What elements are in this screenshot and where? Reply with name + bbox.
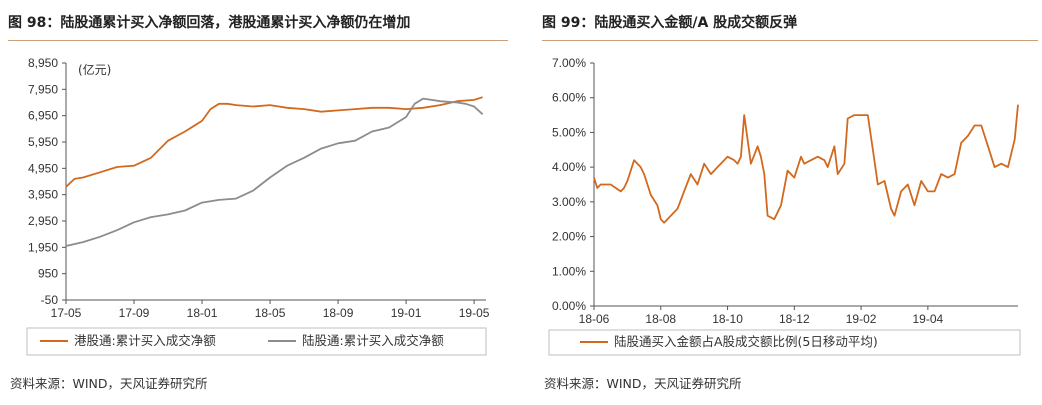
right-y-axis-ticks: 7.00% 6.00% 5.00% 4.00% 3.00% 2.00% 1.00% 0.00% <box>552 56 595 313</box>
y-tick-label: 5,950 <box>28 135 58 149</box>
y-tick-label: 6,950 <box>28 109 58 123</box>
series-line <box>65 97 484 247</box>
y-tick-label: 7.00% <box>552 56 586 70</box>
x-tick-label: 18-01 <box>187 306 218 320</box>
legend-label: 陆股通买入金额占A股成交额比例(5日移动平均) <box>614 334 878 349</box>
right-figure-title: 图 99：陆股通买入金额/A 股成交额反弹 <box>542 15 798 31</box>
right-source-note: 资料来源：WIND，天风证券研究所 <box>544 376 742 391</box>
x-tick-label: 17-05 <box>51 306 82 320</box>
y-tick-label: 3,950 <box>28 188 58 202</box>
y-tick-label: 1.00% <box>552 264 586 278</box>
left-title-rule <box>8 40 508 41</box>
left-y-axis-ticks: 8,950 7,950 6,950 5,950 4,950 3,950 2,950 1,950… <box>28 56 67 307</box>
right-x-axis-ticks: 18-06 18-08 18-10 18-12 19-02 19-04 <box>579 305 1018 326</box>
left-figure-title: 图 98：陆股通累计买入净额回落，港股通累计买入净额仍在增加 <box>8 15 411 31</box>
left-x-axis-ticks: 17-05 17-09 18-01 18-05 18-09 19-01 19-05 <box>51 299 490 320</box>
x-tick-label: 19-02 <box>846 312 877 326</box>
left-legend-box <box>26 327 487 356</box>
x-tick-label: 18-08 <box>645 312 676 326</box>
x-tick-label: 18-10 <box>712 312 743 326</box>
y-tick-label: 3.00% <box>552 195 586 209</box>
y-tick-label: 5.00% <box>552 125 586 139</box>
left-source-note: 资料来源：WIND，天风证券研究所 <box>10 376 208 391</box>
series-line <box>65 96 483 188</box>
left-series-lines <box>65 96 484 247</box>
y-tick-label: 4.00% <box>552 160 586 174</box>
y-tick-label: 2,950 <box>28 214 58 228</box>
right-line-chart: 7.00% 6.00% 5.00% 4.00% 3.00% 2.00% 1.00% 0.00%… <box>548 56 1021 356</box>
left-legend: 港股通:累计买入成交净额 陆股通:累计买入成交净额 <box>40 333 444 348</box>
y-tick-label: -50 <box>41 293 59 307</box>
right-legend-box <box>548 329 1021 356</box>
y-tick-label: 950 <box>38 267 58 281</box>
legend-label: 港股通:累计买入成交净额 <box>74 333 216 348</box>
right-series-lines <box>593 104 1019 224</box>
x-tick-label: 17-09 <box>119 306 150 320</box>
legend-label: 陆股通:累计买入成交净额 <box>302 333 444 348</box>
unit-label: (亿元) <box>78 62 111 77</box>
y-tick-label: 8,950 <box>28 56 58 70</box>
x-tick-label: 18-09 <box>323 306 354 320</box>
x-tick-label: 19-05 <box>459 306 490 320</box>
y-tick-label: 4,950 <box>28 161 58 175</box>
x-tick-label: 19-01 <box>391 306 422 320</box>
x-tick-label: 18-12 <box>779 312 810 326</box>
y-tick-label: 6.00% <box>552 91 586 105</box>
y-tick-label: 0.00% <box>552 299 586 313</box>
y-tick-label: 7,950 <box>28 82 58 96</box>
x-tick-label: 18-05 <box>255 306 286 320</box>
right-title-rule <box>542 40 1038 41</box>
y-tick-label: 2.00% <box>552 230 586 244</box>
x-tick-label: 19-04 <box>913 312 944 326</box>
x-tick-label: 18-06 <box>579 312 610 326</box>
right-legend: 陆股通买入金额占A股成交额比例(5日移动平均) <box>580 334 878 349</box>
y-tick-label: 1,950 <box>28 240 58 254</box>
series-line <box>593 104 1019 224</box>
left-line-chart: (亿元) 8,950 7,950 6,950 5,950 4,950 3,950 2,950… <box>26 56 490 356</box>
